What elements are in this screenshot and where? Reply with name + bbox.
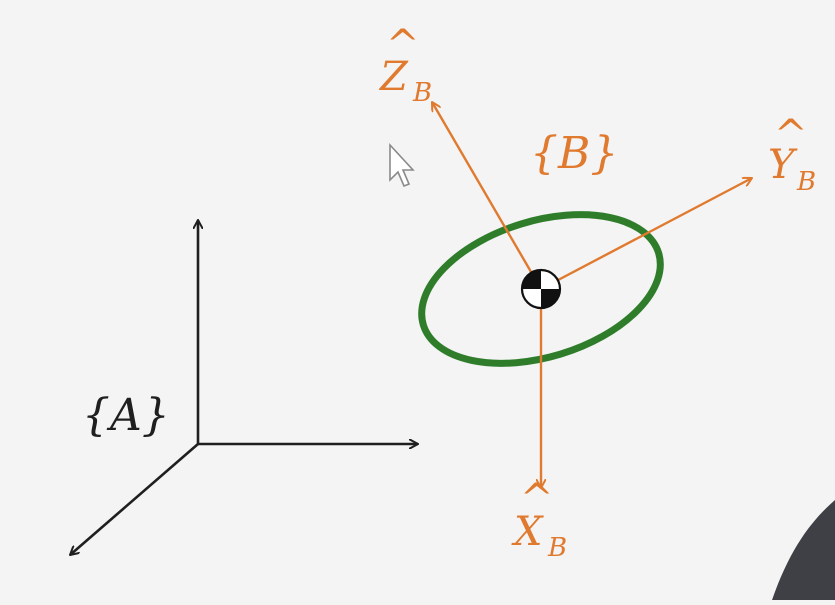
- x-axis-hat: ^: [520, 476, 554, 522]
- y-axis-subscript: B: [796, 167, 816, 197]
- center-mark-quadrant-tl: [522, 270, 541, 289]
- z-axis-hat: ^: [386, 22, 420, 68]
- mouse-cursor-icon: [389, 142, 415, 188]
- frame-b-label: {B}: [530, 128, 618, 179]
- center-of-mass-icon: [520, 268, 562, 310]
- center-mark-quadrant-br: [541, 289, 560, 308]
- frame-a: {A}: [70, 220, 418, 555]
- frame-a-label: {A}: [82, 390, 170, 441]
- frame-b-z-axis: [432, 102, 543, 290]
- x-axis-letter: X: [511, 509, 544, 555]
- mouse-cursor-shape: [389, 142, 415, 188]
- body-ellipse: [418, 211, 664, 367]
- frame-b-y-axis: [540, 178, 752, 291]
- y-axis-label: ^ Y B: [768, 112, 816, 197]
- z-axis-letter: Z: [378, 54, 409, 100]
- center-mark-outline: [520, 268, 562, 310]
- y-axis-letter: Y: [768, 142, 798, 188]
- z-axis-subscript: B: [412, 78, 432, 108]
- corner-object: [772, 500, 835, 600]
- frame-b: {B}: [432, 102, 752, 488]
- z-axis-label: ^ Z B: [378, 22, 432, 108]
- x-axis-label: ^ X B: [511, 476, 567, 563]
- x-axis-subscript: B: [547, 533, 567, 563]
- frame-a-x-axis: [70, 443, 199, 555]
- y-axis-hat: ^: [774, 112, 808, 158]
